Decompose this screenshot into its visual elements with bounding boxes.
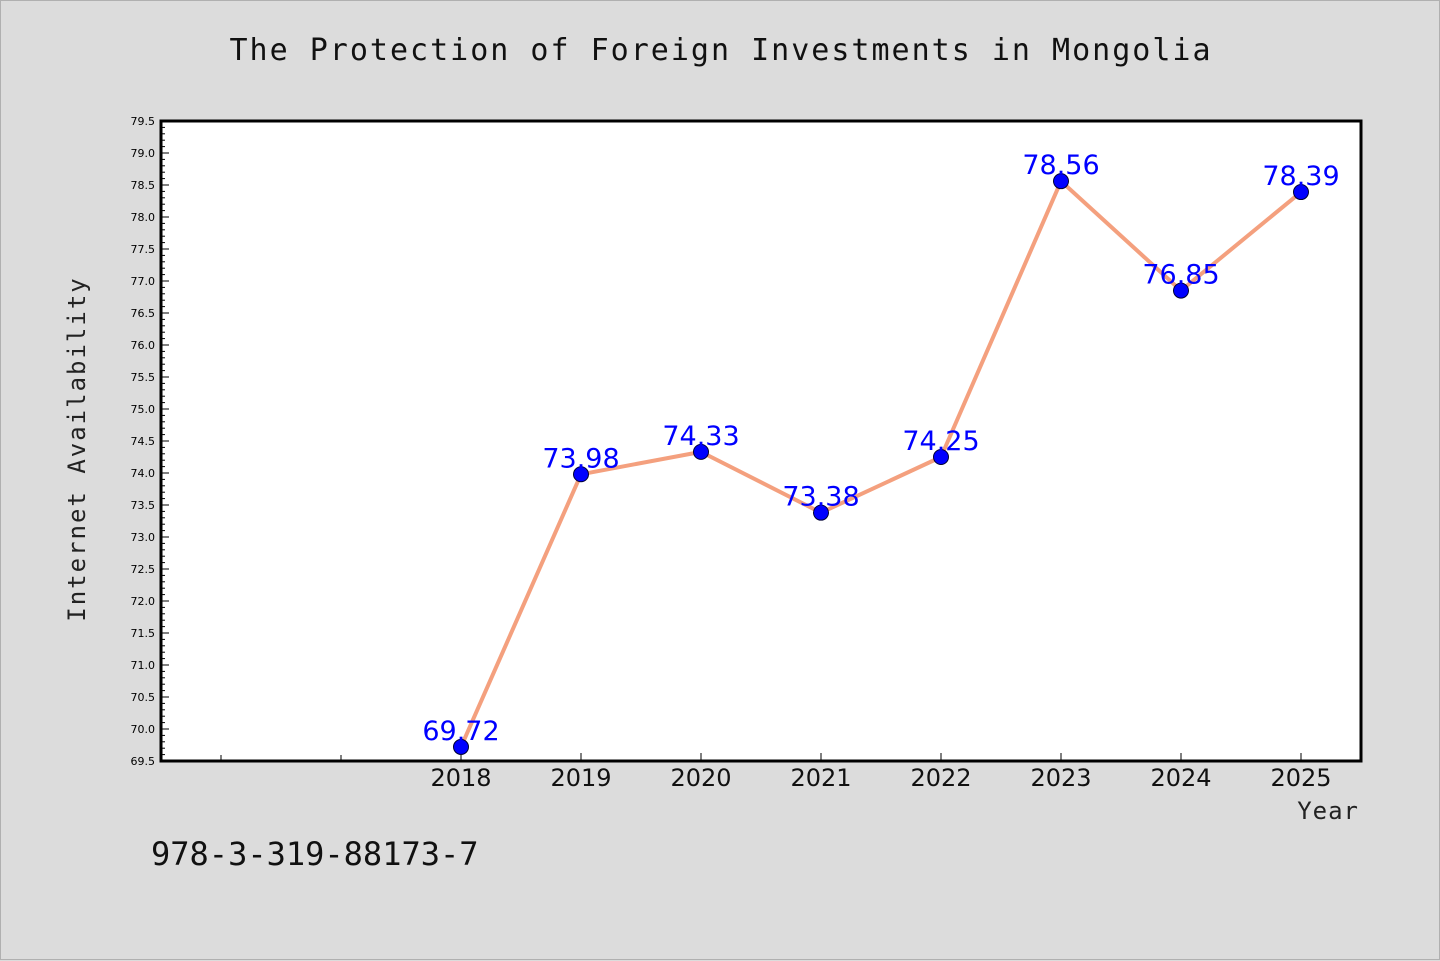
x-tick-label: 2024 xyxy=(1150,764,1211,792)
y-tick-label: 72.0 xyxy=(131,595,156,608)
y-tick-label: 79.5 xyxy=(131,115,156,128)
y-tick-label: 77.0 xyxy=(131,275,156,288)
data-label: 73.98 xyxy=(542,443,619,474)
y-tick-label: 79.0 xyxy=(131,147,156,160)
x-tick-label: 2025 xyxy=(1270,764,1331,792)
data-label: 76.85 xyxy=(1142,260,1219,291)
y-tick-label: 75.0 xyxy=(131,403,156,416)
data-point xyxy=(813,504,829,521)
data-point xyxy=(1173,282,1189,299)
data-label: 69.72 xyxy=(422,716,499,747)
x-axis-label: Year xyxy=(1297,797,1359,825)
y-tick-label: 77.5 xyxy=(131,243,156,256)
data-label: 74.33 xyxy=(662,421,739,452)
x-tick-label: 2021 xyxy=(790,764,851,792)
data-label: 78.39 xyxy=(1262,161,1339,192)
x-tick-label: 2018 xyxy=(430,764,491,792)
data-point xyxy=(453,738,469,755)
y-tick-label: 70.5 xyxy=(131,691,156,704)
data-point xyxy=(933,449,949,465)
data-point xyxy=(693,443,709,460)
y-tick-label: 78.0 xyxy=(131,211,156,224)
x-tick-label: 2020 xyxy=(670,764,731,792)
x-tick-label: 2023 xyxy=(1030,764,1091,792)
x-tick-label: 2022 xyxy=(910,764,971,792)
y-tick-label: 70.0 xyxy=(131,723,156,736)
data-point xyxy=(1293,184,1309,201)
isbn-text: 978-3-319-88173-7 xyxy=(151,835,479,873)
y-tick-label: 73.5 xyxy=(131,499,156,512)
data-point xyxy=(1053,173,1069,190)
y-tick-label: 74.0 xyxy=(131,467,156,480)
data-label: 78.56 xyxy=(1022,150,1099,181)
data-point xyxy=(573,466,589,483)
data-label: 73.38 xyxy=(782,482,859,513)
y-tick-label: 78.5 xyxy=(131,179,156,192)
y-tick-label: 76.0 xyxy=(131,339,156,352)
y-tick-label: 73.0 xyxy=(131,531,156,544)
x-tick-label: 2019 xyxy=(550,764,611,792)
y-tick-label: 69.5 xyxy=(131,755,156,768)
data-label: 74.25 xyxy=(902,426,979,457)
y-tick-label: 75.5 xyxy=(131,371,156,384)
y-tick-label: 71.5 xyxy=(131,627,156,640)
y-tick-label: 71.0 xyxy=(131,659,156,672)
series-line xyxy=(459,179,1303,748)
plot-area xyxy=(159,119,1363,763)
y-tick-label: 76.5 xyxy=(131,307,156,320)
y-tick-label: 74.5 xyxy=(131,435,156,448)
chart-title: The Protection of Foreign Investments in… xyxy=(229,33,1213,68)
y-tick-label: 72.5 xyxy=(131,563,156,576)
